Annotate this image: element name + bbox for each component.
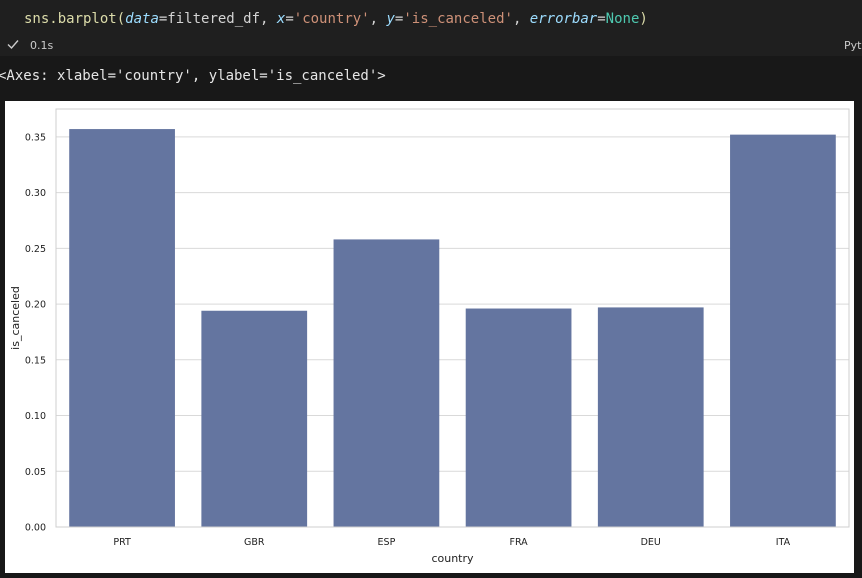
code-keyword-none: None <box>605 11 640 27</box>
code-param-x: x <box>276 11 286 27</box>
y-axis-label: is_canceled <box>9 286 22 350</box>
code-text: = <box>597 11 606 27</box>
bar-deu <box>597 307 704 527</box>
barplot-figure: 0.00 0.05 0.10 0.15 0.20 0.25 0.30 0.35 PRT GBR ES… <box>5 101 854 573</box>
code-text: ) <box>639 11 648 27</box>
y-tick-label: 0.00 <box>25 523 46 534</box>
code-text: , <box>369 11 387 27</box>
y-tick-label: 0.05 <box>25 467 46 478</box>
x-tick-label: ESP <box>378 537 396 548</box>
bar-esp <box>333 239 440 527</box>
code-param-data: data <box>125 11 159 27</box>
x-tick-label: PRT <box>113 537 131 548</box>
x-tick-label: FRA <box>509 537 528 548</box>
code-fn: sns.barplot( <box>24 11 126 27</box>
kernel-language-label[interactable]: Python <box>844 39 862 52</box>
bar-fra <box>465 308 572 527</box>
code-string-country: 'country' <box>293 11 370 27</box>
code-param-errorbar: errorbar <box>529 11 598 27</box>
code-string-is-canceled: 'is_canceled' <box>403 11 513 27</box>
y-tick-label: 0.25 <box>25 244 46 255</box>
code-line[interactable]: sns.barplot(data=filtered_df, x='country… <box>24 11 648 27</box>
code-text: = <box>285 11 294 27</box>
code-text: = <box>394 11 404 27</box>
y-tick-label: 0.20 <box>25 300 46 311</box>
cell-status-bar: 0.1s Python <box>0 36 862 56</box>
bar-chart: 0.00 0.05 0.10 0.15 0.20 0.25 0.30 0.35 PRT GBR ES… <box>9 108 850 565</box>
y-tick-label: 0.35 <box>25 132 46 143</box>
y-tick-label: 0.30 <box>25 188 46 199</box>
bar-ita <box>730 134 836 527</box>
check-icon <box>7 40 19 50</box>
code-param-y: y <box>386 11 395 27</box>
code-cell-input[interactable]: sns.barplot(data=filtered_df, x='country… <box>0 0 862 36</box>
code-text: , <box>512 11 530 27</box>
execution-time: 0.1s <box>30 39 54 52</box>
output-repr-text: <Axes: xlabel='country', ylabel='is_canc… <box>0 68 386 84</box>
plot-frame <box>55 108 850 528</box>
bar-gbr <box>201 310 308 527</box>
bar-prt <box>69 129 175 527</box>
x-tick-label: ITA <box>776 537 791 548</box>
x-tick-label: GBR <box>244 537 265 548</box>
x-tick-label: DEU <box>641 537 661 548</box>
y-tick-label: 0.10 <box>25 411 46 422</box>
code-text: =filtered_df, <box>158 11 277 27</box>
x-axis-label: country <box>431 552 474 565</box>
y-tick-label: 0.15 <box>25 355 46 366</box>
